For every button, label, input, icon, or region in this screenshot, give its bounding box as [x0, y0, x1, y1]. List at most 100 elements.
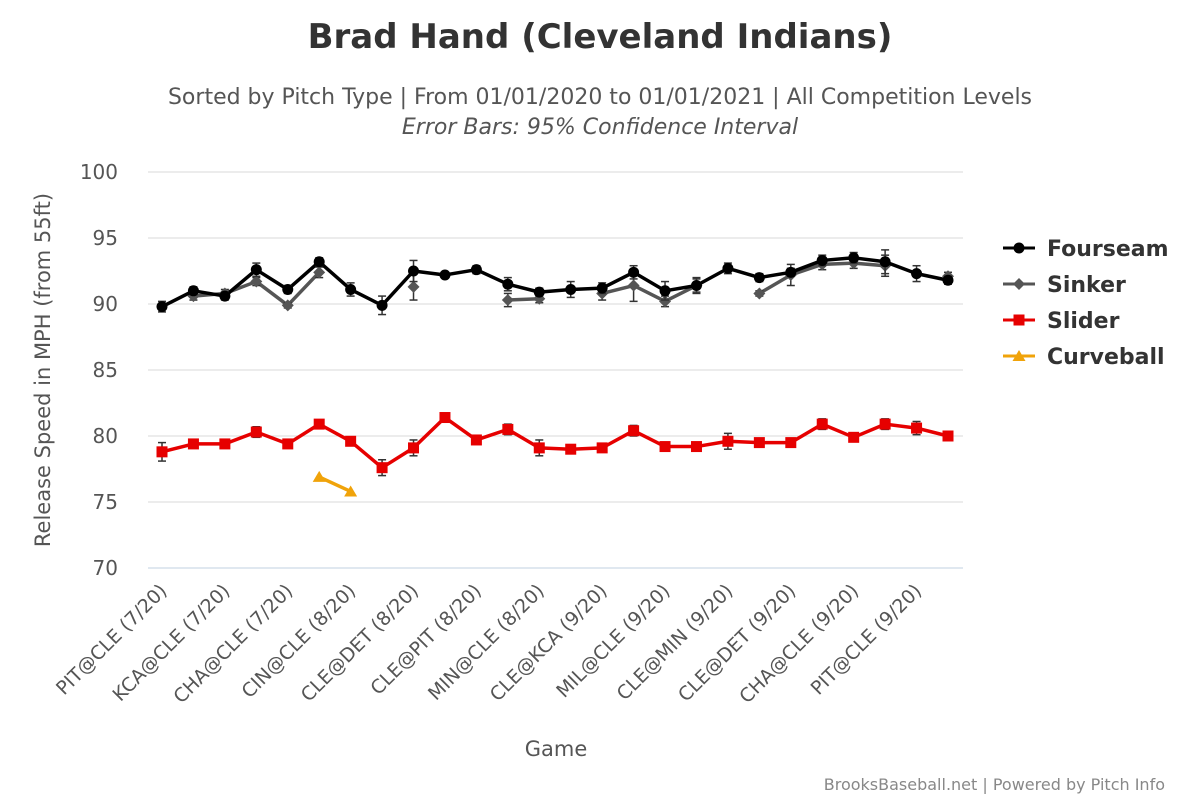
x-tick-label: MIL@CLE (9/20)	[552, 580, 674, 702]
fourseam-point	[250, 264, 262, 276]
fourseam-line-segment	[474, 267, 510, 286]
x-tick-label: CHA@CLE (9/20)	[735, 580, 863, 708]
sinker-line-segment	[600, 283, 636, 296]
series-slider	[156, 412, 954, 477]
y-tick-label: 80	[93, 424, 118, 448]
slider-point	[502, 423, 514, 435]
chart-subtitle: Sorted by Pitch Type | From 01/01/2020 t…	[168, 85, 1032, 110]
slider-point	[345, 435, 357, 447]
sinker-point	[627, 279, 640, 292]
credits[interactable]: BrooksBaseball.net | Powered by Pitch In…	[824, 775, 1165, 794]
fourseam-line-segment	[694, 266, 730, 288]
fourseam-point	[470, 264, 482, 276]
fourseam-line-segment	[883, 260, 919, 276]
fourseam-point	[690, 280, 702, 292]
fourseam-line-segment	[789, 258, 824, 275]
slider-point	[219, 438, 231, 450]
fourseam-point	[753, 272, 765, 284]
x-tick-label: CLE@MIN (9/20)	[613, 580, 738, 705]
slider-point	[879, 418, 891, 430]
legend-marker	[1012, 350, 1026, 361]
curveball-point	[344, 485, 358, 497]
y-axis-title: Release Speed in MPH (from 55ft)	[31, 193, 55, 547]
slider-point	[439, 412, 451, 424]
fourseam-point	[848, 252, 860, 264]
fourseam-line-segment	[160, 289, 196, 309]
slider-point	[659, 441, 671, 453]
legend[interactable]: Fourseam Sinker Slider Curveball	[1003, 237, 1169, 370]
fourseam-point	[345, 283, 357, 295]
x-tick-label: KCA@CLE (7/20)	[108, 580, 234, 706]
fourseam-point	[596, 282, 608, 294]
gridlines	[148, 171, 963, 569]
legend-item-sinker[interactable]: Sinker	[1003, 273, 1126, 298]
slider-point	[533, 442, 545, 454]
x-tick-label: CLE@DET (9/20)	[674, 580, 800, 706]
y-tick-label: 90	[93, 292, 118, 316]
slider-point	[470, 434, 482, 446]
y-tick-label: 85	[93, 358, 118, 382]
fourseam-line-segment	[223, 267, 259, 298]
fourseam-line-segment	[348, 287, 384, 308]
series-layer	[156, 249, 954, 497]
fourseam-line-segment	[254, 267, 290, 292]
legend-marker	[1013, 314, 1025, 326]
slider-point	[785, 437, 797, 449]
x-tick-label: PIT@CLE (7/20)	[52, 580, 172, 700]
fourseam-point	[187, 285, 199, 297]
fourseam-point	[879, 256, 891, 268]
slider-point	[250, 426, 262, 438]
x-tick-label: CLE@KCA (9/20)	[486, 580, 612, 706]
fourseam-point	[533, 286, 545, 298]
slider-point	[722, 435, 734, 447]
slider-point	[282, 438, 294, 450]
slider-point	[408, 442, 420, 454]
series-curveball	[312, 470, 358, 497]
slider-point	[848, 431, 860, 443]
slider-point	[690, 441, 702, 453]
legend-item-slider[interactable]: Slider	[1003, 309, 1120, 334]
x-axis-title: Game	[525, 737, 588, 761]
series-fourseam	[156, 249, 954, 316]
slider-point	[816, 418, 828, 430]
sinker-point	[313, 266, 326, 279]
chart-subtitle-error-bars: Error Bars: 95% Confidence Interval	[402, 115, 798, 140]
fourseam-point	[502, 278, 514, 290]
x-tick-label: CIN@CLE (8/20)	[238, 580, 361, 703]
sinker-line-segment	[757, 273, 793, 296]
sinker-point	[753, 287, 766, 300]
curveball-line-segment	[317, 475, 353, 494]
chart-title: Brad Hand (Cleveland Indians)	[308, 17, 893, 57]
x-tick-label: PIT@CLE (9/20)	[807, 580, 927, 700]
legend-item-fourseam[interactable]: Fourseam	[1003, 237, 1169, 262]
y-tick-label: 95	[93, 226, 118, 250]
curveball-point	[312, 470, 326, 482]
slider-point	[156, 446, 168, 458]
fourseam-line-segment	[317, 260, 353, 292]
slider-point	[753, 437, 765, 449]
y-axis-ticks: 70 75 80 85 90 95 100	[80, 160, 118, 580]
fourseam-point	[722, 262, 734, 274]
fourseam-point	[313, 256, 325, 268]
sinker-point	[281, 299, 294, 312]
fourseam-point	[628, 266, 640, 278]
x-axis-ticks: PIT@CLE (7/20)KCA@CLE (7/20)CHA@CLE (7/2…	[52, 580, 926, 708]
slider-point	[187, 438, 199, 450]
fourseam-point	[785, 266, 797, 278]
x-tick-label: MIN@CLE (8/20)	[424, 580, 549, 705]
legend-label: Sinker	[1047, 273, 1126, 298]
sinker-line-segment	[254, 279, 290, 308]
slider-point	[911, 422, 923, 434]
slider-point	[942, 430, 954, 442]
y-tick-label: 70	[93, 556, 118, 580]
legend-item-curveball[interactable]: Curveball	[1003, 345, 1165, 370]
legend-marker	[1013, 278, 1025, 290]
fourseam-point	[156, 301, 168, 313]
fourseam-line-segment	[286, 260, 321, 292]
fourseam-point	[816, 254, 828, 266]
legend-label: Fourseam	[1047, 237, 1169, 262]
sinker-point	[659, 295, 672, 308]
slider-point	[313, 418, 325, 430]
legend-label: Slider	[1047, 309, 1120, 334]
